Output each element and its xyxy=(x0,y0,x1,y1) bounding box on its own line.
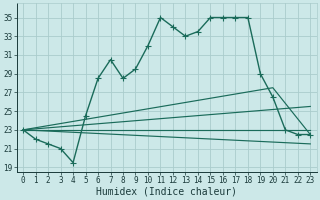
X-axis label: Humidex (Indice chaleur): Humidex (Indice chaleur) xyxy=(96,187,237,197)
